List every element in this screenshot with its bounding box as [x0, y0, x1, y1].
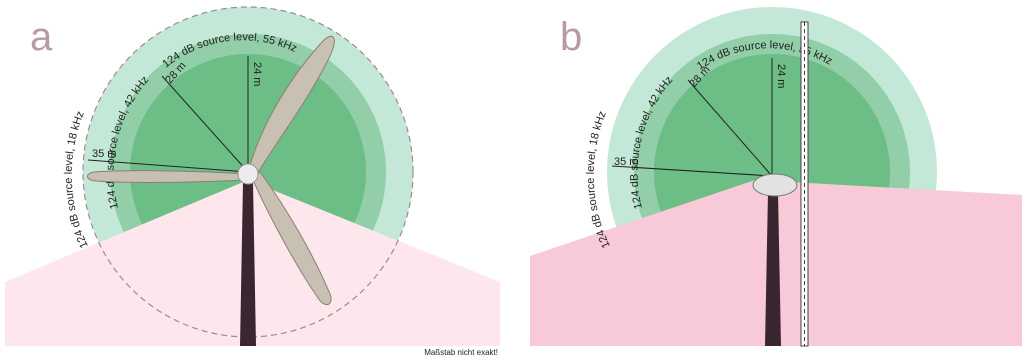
panel-a-radius-outer — [87, 159, 249, 173]
scale-note: Maßstab nicht exakt! — [424, 348, 498, 357]
panel-b: b 35 m 28 m 24 m 124 dB source level, 18… — [530, 7, 1022, 347]
panel-a-tower — [240, 182, 256, 346]
panel-a-turbine — [87, 35, 335, 346]
panel-b-tower — [765, 192, 781, 346]
panel-b-distance-outer: 35 m — [614, 156, 638, 168]
panel-b-distance-inner: 24 m — [775, 64, 787, 88]
panel-b-radius-lines — [611, 58, 773, 177]
panel-b-radius-outer — [611, 165, 773, 177]
panel-b-letter: b — [560, 15, 582, 59]
panel-a-blade-left — [87, 170, 249, 184]
panel-a: a 35 m 28 m 24 m 124 dB source level, 18… — [5, 6, 500, 357]
panel-a-radius-lines — [87, 56, 249, 173]
panel-a-blade-up — [247, 35, 335, 177]
panel-b-rotor-edge — [800, 21, 809, 347]
panel-b-radius-middle — [687, 79, 773, 177]
panel-a-range-outline — [82, 6, 414, 338]
panel-a-letter: a — [30, 15, 53, 59]
panel-b-nacelle — [752, 173, 798, 197]
panel-a-distance-outer: 35 m — [92, 148, 116, 160]
panel-a-radius-middle — [161, 75, 249, 173]
panel-b-turbine — [752, 21, 809, 347]
panel-a-hub — [237, 163, 259, 185]
panel-a-distance-inner: 24 m — [251, 62, 263, 86]
panel-a-blade-down — [251, 171, 332, 306]
